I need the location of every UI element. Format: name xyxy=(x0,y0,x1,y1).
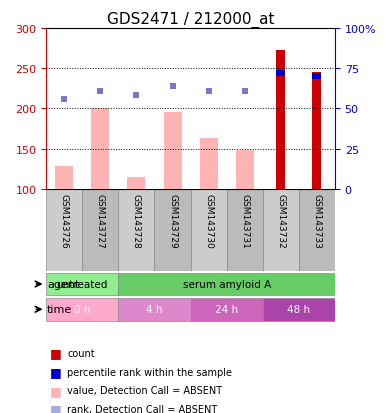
FancyBboxPatch shape xyxy=(227,189,263,272)
Title: GDS2471 / 212000_at: GDS2471 / 212000_at xyxy=(107,12,275,28)
FancyBboxPatch shape xyxy=(82,189,119,272)
FancyBboxPatch shape xyxy=(191,298,263,321)
Text: untreated: untreated xyxy=(57,279,108,290)
FancyBboxPatch shape xyxy=(299,189,335,272)
Bar xyxy=(312,74,321,80)
Text: GSM143726: GSM143726 xyxy=(60,193,69,248)
FancyBboxPatch shape xyxy=(119,298,191,321)
Text: ■: ■ xyxy=(50,365,62,378)
Text: time: time xyxy=(47,304,72,315)
Text: value, Detection Call = ABSENT: value, Detection Call = ABSENT xyxy=(67,385,223,395)
FancyBboxPatch shape xyxy=(154,189,191,272)
Text: serum amyloid A: serum amyloid A xyxy=(182,279,271,290)
Text: GSM143731: GSM143731 xyxy=(240,193,249,248)
Text: ■: ■ xyxy=(50,402,62,413)
Bar xyxy=(164,112,182,189)
FancyBboxPatch shape xyxy=(46,189,82,272)
Text: 0 h: 0 h xyxy=(74,304,90,315)
Bar xyxy=(127,177,146,189)
Text: GSM143733: GSM143733 xyxy=(312,193,321,248)
FancyBboxPatch shape xyxy=(263,189,299,272)
FancyBboxPatch shape xyxy=(263,298,335,321)
Text: agent: agent xyxy=(47,279,79,290)
Bar xyxy=(276,71,285,77)
Bar xyxy=(312,73,321,189)
Text: GSM143729: GSM143729 xyxy=(168,193,177,248)
FancyBboxPatch shape xyxy=(119,189,154,272)
Text: 48 h: 48 h xyxy=(287,304,310,315)
Text: count: count xyxy=(67,348,95,358)
Bar xyxy=(55,167,73,189)
Text: 4 h: 4 h xyxy=(146,304,163,315)
Bar xyxy=(276,51,285,189)
Text: ■: ■ xyxy=(50,384,62,397)
FancyBboxPatch shape xyxy=(46,273,119,296)
FancyBboxPatch shape xyxy=(46,298,119,321)
Text: ■: ■ xyxy=(50,347,62,360)
Bar xyxy=(91,109,109,189)
Text: percentile rank within the sample: percentile rank within the sample xyxy=(67,367,233,377)
Text: GSM143728: GSM143728 xyxy=(132,193,141,248)
Text: GSM143727: GSM143727 xyxy=(96,193,105,248)
Bar xyxy=(199,139,218,189)
FancyBboxPatch shape xyxy=(119,273,335,296)
Text: GSM143730: GSM143730 xyxy=(204,193,213,248)
Bar xyxy=(236,151,254,189)
FancyBboxPatch shape xyxy=(191,189,227,272)
Text: rank, Detection Call = ABSENT: rank, Detection Call = ABSENT xyxy=(67,404,218,413)
Text: GSM143732: GSM143732 xyxy=(276,193,285,248)
Text: 24 h: 24 h xyxy=(215,304,238,315)
